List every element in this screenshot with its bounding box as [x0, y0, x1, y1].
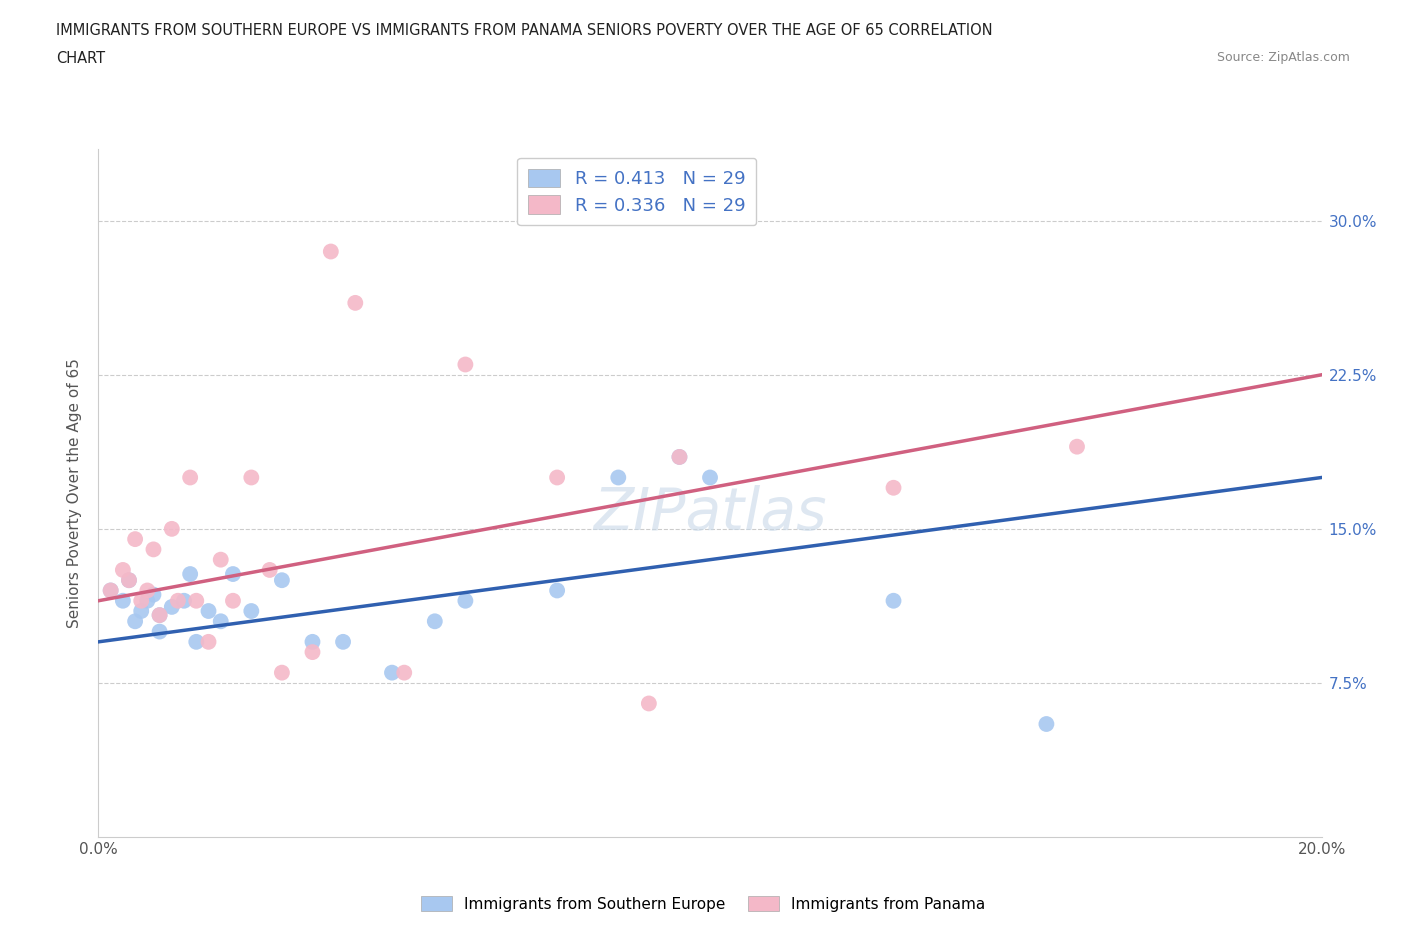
Point: [381, 665, 404, 680]
Text: CHART: CHART: [56, 51, 105, 66]
Point: [270, 573, 292, 588]
Point: [100, 583, 122, 598]
Point: [111, 563, 134, 578]
Point: [332, 634, 354, 649]
Text: ZIPatlas: ZIPatlas: [593, 485, 827, 542]
Legend: Immigrants from Southern Europe, Immigrants from Panama: Immigrants from Southern Europe, Immigra…: [415, 889, 991, 918]
Point: [344, 296, 367, 311]
Point: [100, 583, 122, 598]
Point: [319, 244, 342, 259]
Point: [1035, 717, 1057, 732]
Point: [883, 593, 905, 608]
Point: [454, 357, 477, 372]
Point: [179, 470, 201, 485]
Point: [240, 470, 263, 485]
Point: [197, 634, 219, 649]
Point: [240, 604, 263, 618]
Point: [883, 480, 905, 495]
Y-axis label: Seniors Poverty Over the Age of 65: Seniors Poverty Over the Age of 65: [67, 358, 83, 628]
Text: Source: ZipAtlas.com: Source: ZipAtlas.com: [1216, 51, 1350, 64]
Point: [209, 552, 232, 567]
Point: [222, 593, 245, 608]
Point: [167, 593, 190, 608]
Point: [136, 583, 159, 598]
Point: [668, 449, 690, 464]
Point: [699, 470, 721, 485]
Point: [160, 600, 183, 615]
Point: [301, 634, 323, 649]
Point: [149, 607, 172, 622]
Point: [160, 522, 183, 537]
Point: [222, 566, 245, 581]
Point: [142, 542, 165, 557]
Point: [668, 449, 690, 464]
Point: [186, 634, 208, 649]
Point: [136, 593, 159, 608]
Point: [118, 573, 141, 588]
Point: [142, 587, 165, 602]
Point: [454, 593, 477, 608]
Point: [129, 604, 152, 618]
Point: [270, 665, 292, 680]
Point: [118, 573, 141, 588]
Point: [111, 593, 134, 608]
Text: IMMIGRANTS FROM SOUTHERN EUROPE VS IMMIGRANTS FROM PANAMA SENIORS POVERTY OVER T: IMMIGRANTS FROM SOUTHERN EUROPE VS IMMIG…: [56, 23, 993, 38]
Point: [423, 614, 446, 629]
Point: [392, 665, 416, 680]
Point: [546, 470, 568, 485]
Point: [149, 624, 172, 639]
Point: [197, 604, 219, 618]
Point: [301, 644, 323, 659]
Point: [173, 593, 195, 608]
Point: [259, 563, 281, 578]
Point: [209, 614, 232, 629]
Point: [124, 532, 146, 547]
Point: [149, 607, 172, 622]
Point: [124, 614, 146, 629]
Point: [607, 470, 630, 485]
Point: [186, 593, 208, 608]
Point: [576, 193, 599, 207]
Point: [637, 696, 661, 711]
Point: [179, 566, 201, 581]
Point: [129, 593, 152, 608]
Point: [1066, 439, 1088, 454]
Legend: R = 0.413   N = 29, R = 0.336   N = 29: R = 0.413 N = 29, R = 0.336 N = 29: [517, 158, 756, 225]
Point: [546, 583, 568, 598]
